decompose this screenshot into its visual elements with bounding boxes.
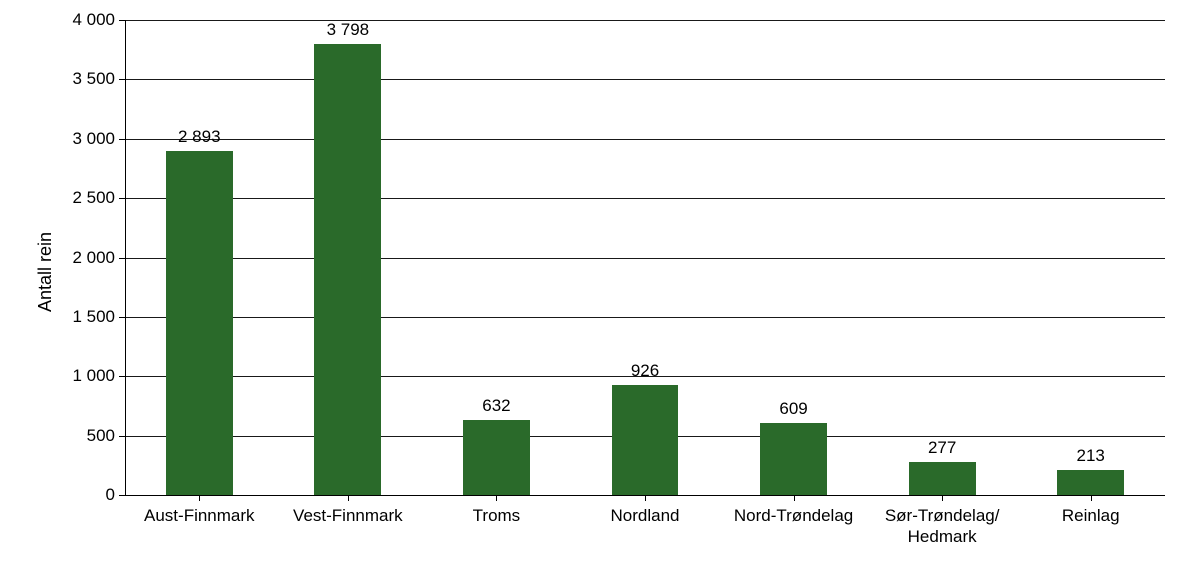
- gridline: [125, 20, 1165, 21]
- y-axis-title: Antall rein: [35, 232, 56, 312]
- gridline: [125, 198, 1165, 199]
- y-tick-mark: [119, 258, 125, 259]
- y-tick-mark: [119, 139, 125, 140]
- y-tick-label: 3 000: [55, 129, 115, 149]
- x-category-label: Sør-Trøndelag/ Hedmark: [885, 505, 1000, 548]
- x-category-label: Aust-Finnmark: [144, 505, 255, 526]
- bar: [314, 44, 381, 495]
- y-tick-mark: [119, 317, 125, 318]
- x-category-label: Vest-Finnmark: [293, 505, 403, 526]
- y-tick-label: 3 500: [55, 69, 115, 89]
- gridline: [125, 317, 1165, 318]
- gridline: [125, 139, 1165, 140]
- y-tick-label: 1 000: [55, 366, 115, 386]
- x-tick-mark: [645, 495, 646, 501]
- x-category-label: Nordland: [611, 505, 680, 526]
- y-tick-mark: [119, 436, 125, 437]
- bar: [612, 385, 679, 495]
- bar: [166, 151, 233, 495]
- y-tick-mark: [119, 198, 125, 199]
- x-tick-mark: [199, 495, 200, 501]
- y-tick-mark: [119, 79, 125, 80]
- gridline: [125, 79, 1165, 80]
- bar: [909, 462, 976, 495]
- bar-value-label: 277: [928, 438, 956, 458]
- y-tick-mark: [119, 495, 125, 496]
- bar-value-label: 926: [631, 361, 659, 381]
- x-category-label: Reinlag: [1062, 505, 1120, 526]
- gridline: [125, 258, 1165, 259]
- bar-value-label: 2 893: [178, 127, 221, 147]
- bar-value-label: 3 798: [327, 20, 370, 40]
- x-tick-mark: [1091, 495, 1092, 501]
- bar: [1057, 470, 1124, 495]
- y-tick-label: 0: [55, 485, 115, 505]
- bar-value-label: 609: [779, 399, 807, 419]
- y-tick-label: 2 000: [55, 248, 115, 268]
- bar-value-label: 213: [1077, 446, 1105, 466]
- x-category-label: Troms: [473, 505, 521, 526]
- y-tick-label: 1 500: [55, 307, 115, 327]
- x-tick-mark: [794, 495, 795, 501]
- bar-chart: Antall rein 0 500 1 000 1 500 2 000 2 500 3 00…: [0, 0, 1200, 569]
- x-category-label: Nord-Trøndelag: [734, 505, 853, 526]
- x-tick-mark: [348, 495, 349, 501]
- y-tick-label: 2 500: [55, 188, 115, 208]
- bar: [463, 420, 530, 495]
- x-tick-mark: [942, 495, 943, 501]
- y-tick-label: 500: [55, 426, 115, 446]
- x-tick-mark: [496, 495, 497, 501]
- y-tick-mark: [119, 20, 125, 21]
- bar-value-label: 632: [482, 396, 510, 416]
- y-tick-label: 4 000: [55, 10, 115, 30]
- y-tick-mark: [119, 376, 125, 377]
- bar: [760, 423, 827, 495]
